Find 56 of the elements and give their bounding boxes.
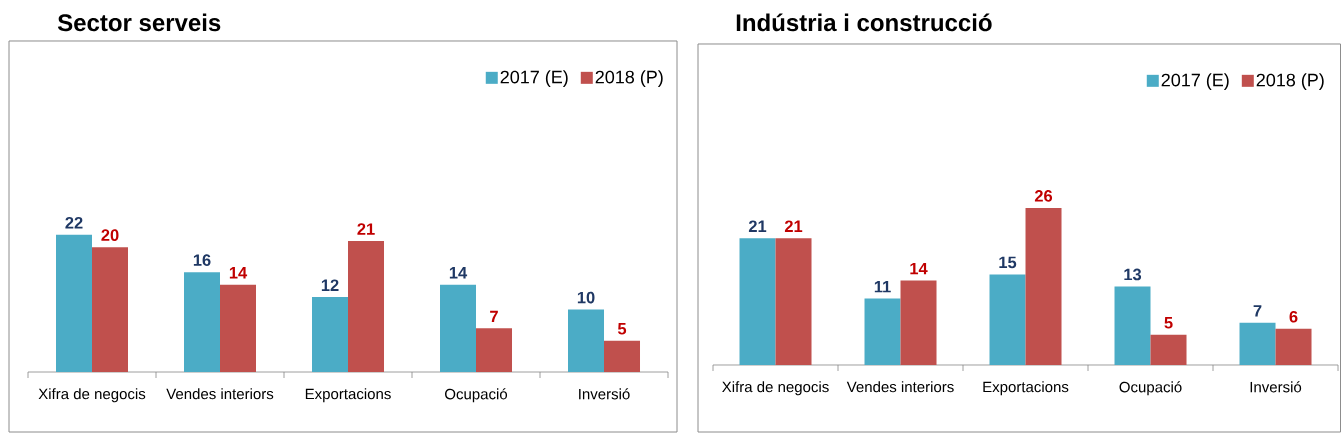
x-tick-label: Vendes interiors [166, 388, 274, 400]
data-label: 5 [1164, 317, 1173, 329]
bar [220, 284, 256, 372]
legend-label: 2018 (P) [1256, 73, 1324, 90]
data-label: 7 [490, 310, 498, 323]
bar [312, 297, 348, 372]
bar [900, 280, 937, 365]
legend-label: 2017 (E) [500, 70, 568, 87]
data-label: 14 [229, 267, 248, 279]
data-label: 10 [577, 291, 595, 304]
bar [568, 309, 604, 372]
x-tick-label: Ocupació [1119, 381, 1182, 396]
x-tick-label: Inversió [1250, 381, 1302, 393]
bar [739, 238, 776, 365]
bar [1239, 322, 1276, 365]
legend-label: 2018 (P) [595, 70, 663, 87]
bar [604, 340, 640, 372]
data-label: 21 [748, 220, 767, 232]
data-label: 16 [193, 254, 211, 266]
data-label: 21 [784, 220, 803, 232]
data-label: 14 [449, 267, 468, 279]
x-tick-label: Ocupació [445, 388, 508, 403]
data-label: 7 [1253, 305, 1262, 317]
bar [775, 238, 812, 365]
bar [1025, 207, 1062, 365]
data-label: 22 [65, 217, 83, 229]
x-tick-label: Xifra de negocis [38, 388, 146, 403]
x-tick-label: Xifra de negocis [722, 381, 829, 396]
chart-title: Indústria i construcció [736, 13, 992, 32]
chart-title: Sector serveis [57, 13, 221, 32]
bar [92, 247, 128, 372]
bar [1275, 328, 1312, 365]
data-label: 13 [1124, 268, 1142, 281]
bar [1150, 334, 1187, 365]
bar [184, 272, 220, 372]
bar [476, 328, 512, 372]
data-label: 11 [874, 281, 891, 293]
x-tick-label: Vendes interiors [846, 381, 954, 393]
x-tick-label: Exportacions [305, 388, 391, 403]
bar [1114, 286, 1151, 365]
bar [56, 234, 92, 372]
data-label: 26 [1034, 190, 1053, 202]
bar [440, 284, 476, 372]
bar [348, 240, 384, 372]
data-label: 21 [357, 223, 375, 235]
legend-label: 2017 (E) [1161, 73, 1229, 90]
data-label: 12 [321, 279, 339, 291]
data-label: 5 [617, 323, 627, 335]
data-label: 14 [910, 262, 928, 275]
data-label: 15 [999, 256, 1017, 269]
data-label: 20 [101, 229, 119, 241]
bar [864, 298, 901, 365]
x-tick-label: Exportacions [983, 381, 1069, 396]
x-tick-label: Inversió [579, 388, 630, 400]
bar [989, 274, 1026, 365]
data-label: 6 [1289, 310, 1298, 323]
